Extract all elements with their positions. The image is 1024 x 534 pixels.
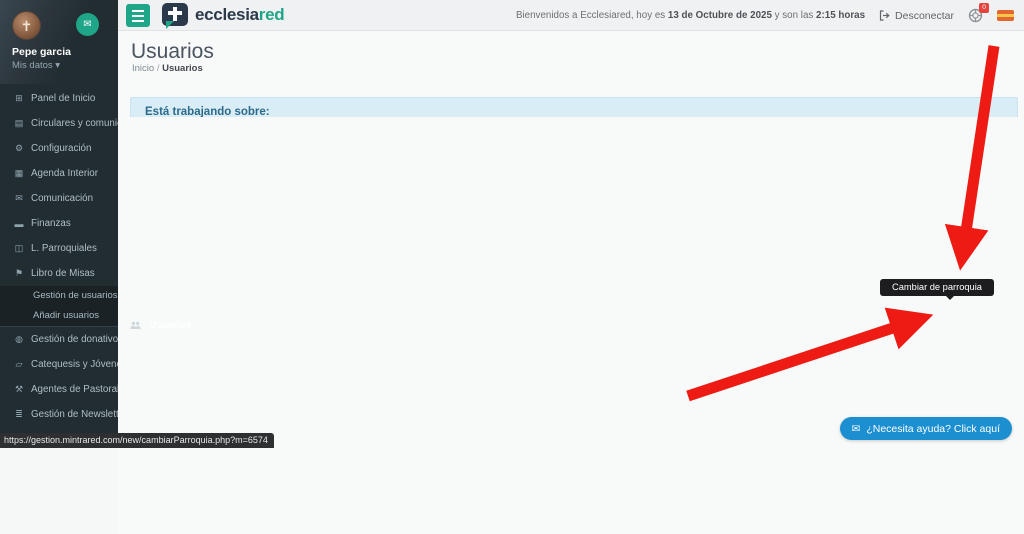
topbar: ecclesiared Bienvenidos a Ecclesiared, h…	[118, 0, 1024, 31]
sidebar-item-comunicacion[interactable]: ✉ Comunicación	[0, 186, 118, 211]
envelope-icon: ✉	[12, 193, 26, 204]
sidebar-item-anadir-usuarios[interactable]: Añadir usuarios	[0, 306, 118, 326]
my-data-menu[interactable]: Mis datos ▾	[12, 60, 60, 71]
grid-icon: ⊞	[12, 93, 26, 104]
calendar-icon: ▦	[12, 168, 26, 179]
breadcrumb: Inicio / Usuarios	[132, 63, 203, 74]
donation-icon: ◍	[12, 334, 26, 345]
sidebar-menu: ⊞ Panel de Inicio ▤ Circulares y comunic…	[0, 86, 118, 427]
list-icon: ≣	[12, 409, 26, 420]
sidebar-item-configuracion[interactable]: ⚙ Configuración	[0, 136, 118, 161]
menu-toggle-icon[interactable]	[126, 4, 150, 27]
support-icon[interactable]: 0	[968, 8, 983, 23]
app-logo[interactable]: ecclesiared	[162, 3, 284, 26]
money-icon: ▬	[12, 219, 26, 229]
bookmark-icon: ⚑	[12, 268, 26, 279]
folder-icon: ▱	[12, 359, 26, 370]
help-envelope-icon: ✉	[852, 423, 861, 435]
welcome-date: 13 de Octubre de 2025	[668, 10, 772, 21]
sidebar-item-catequesis[interactable]: ▱ Catequesis y Jóvenes	[0, 352, 118, 377]
avatar[interactable]: ✝	[12, 11, 41, 40]
document-icon: ▤	[12, 118, 26, 129]
gear-icon: ⚙	[12, 143, 26, 154]
sidebar-item-l-parroquiales[interactable]: ◫ L. Parroquiales	[0, 236, 118, 261]
sidebar-item-agentes-de-pastoral[interactable]: ⚒ Agentes de Pastoral	[0, 377, 118, 402]
logout-button[interactable]: Desconectar	[879, 10, 954, 22]
sidebar-item-finanzas[interactable]: ▬ Finanzas	[0, 211, 118, 236]
sidebar-item-circulares[interactable]: ▤ Circulares y comunicados	[0, 111, 118, 136]
language-flag-icon[interactable]	[997, 10, 1014, 21]
welcome-message: Bienvenidos a Ecclesiared, hoy es 13 de …	[516, 10, 865, 21]
sidebar-item-gestion-de-donativos[interactable]: ◍ Gestión de donativos	[0, 327, 118, 352]
logo-text-dark: ecclesia	[195, 5, 259, 24]
welcome-time: 2:15 horas	[816, 10, 865, 21]
sidebar-profile: ✝ ✉ Pepe garcia Mis datos ▾	[0, 0, 118, 84]
tools-icon: ⚒	[12, 384, 26, 395]
help-button[interactable]: ✉ ¿Necesita ayuda? Click aquí	[840, 417, 1012, 440]
sidebar-item-panel-de-inicio[interactable]: ⊞ Panel de Inicio	[0, 86, 118, 111]
logout-icon	[879, 10, 890, 21]
logo-text-accent: red	[259, 5, 285, 24]
breadcrumb-home[interactable]: Inicio	[132, 63, 154, 74]
sidebar-item-libro-de-misas[interactable]: ⚑ Libro de Misas	[0, 261, 118, 286]
breadcrumb-current: Usuarios	[162, 63, 203, 74]
sidebar-item-gestion-de-usuarios[interactable]: Gestión de usuarios	[0, 286, 118, 306]
users-icon	[130, 321, 144, 330]
change-parish-tooltip: Cambiar de parroquia	[880, 279, 994, 296]
book-icon: ◫	[12, 243, 26, 254]
sidebar-active-block: Usuarios Gestión de usuarios Añadir usua…	[0, 286, 118, 327]
message-icon[interactable]: ✉	[76, 13, 99, 36]
status-bar-url: https://gestion.mintrared.com/new/cambia…	[0, 433, 274, 448]
sidebar-item-agenda-interior[interactable]: ▦ Agenda Interior	[0, 161, 118, 186]
sidebar-item-usuarios[interactable]: Usuarios	[118, 117, 1024, 534]
page-title: Usuarios	[131, 40, 214, 64]
sidebar-item-gestion-de-newsletters[interactable]: ≣ Gestión de Newsletters	[0, 402, 118, 427]
logo-icon	[162, 3, 188, 26]
sidebar: ✝ ✉ Pepe garcia Mis datos ▾ ⊞ Panel de I…	[0, 0, 118, 448]
notification-badge: 0	[979, 3, 989, 13]
user-name: Pepe garcia	[12, 46, 71, 58]
